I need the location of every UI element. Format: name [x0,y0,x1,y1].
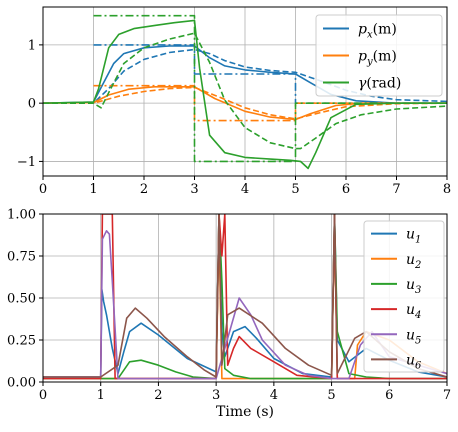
y-tick-label: 0.25 [7,334,36,349]
y-tick-label: −1 [17,155,36,170]
x-tick-label: 0 [39,388,47,403]
legend-label: py(m) [358,49,397,68]
x-tick-label: 6 [385,388,393,403]
series-line [93,14,447,163]
legend-label: γ(rad) [358,76,401,92]
x-tick-label: 1 [89,182,97,197]
x-tick-label: 7 [443,388,451,403]
x-tick-label: 6 [342,182,350,197]
series-line [43,86,447,120]
legend-label: u5 [406,327,421,346]
y-tick-label: 0.75 [7,250,36,265]
x-tick-label: 5 [291,182,299,197]
x-tick-label: 4 [270,388,278,403]
x-tick-label: 4 [241,182,249,197]
x-tick-label: 2 [140,182,148,197]
y-tick-label: 0.50 [7,292,36,307]
legend-label: px(m) [358,22,397,41]
x-tick-label: 3 [212,388,220,403]
legend: px(m) py(m) γ(rad) [315,14,443,97]
x-tick-label: 3 [190,182,198,197]
y-tick-label: 1 [28,38,36,53]
legend-label: u2 [406,252,421,271]
series-line [93,84,447,122]
chart-panel-2: 0 1 2 3 4 5 6 7 0.00 0.25 0.50 0.75 1.00 Time (s) u1 u2… [7,208,451,421]
x-tick-label: 8 [443,182,451,197]
series-line [43,214,447,378]
y-tick-label: 0.00 [7,376,36,391]
x-tick-label: 1 [97,388,105,403]
legend: u1 u2 u3 u4 u5 u6 [363,220,445,373]
y-tick-label: 1.00 [7,208,36,223]
series-line [93,44,447,104]
legend-box [315,14,443,97]
legend-label: u6 [406,352,422,371]
series-line [43,19,447,170]
legend-box [363,220,445,373]
x-axis-label: Time (s) [216,404,274,420]
x-tick-label: 5 [327,388,335,403]
series-line [43,214,447,380]
legend-label: u4 [406,302,421,321]
legend-label: u3 [406,277,421,296]
y-tick-label: 0 [28,97,36,112]
series-line [43,32,447,150]
legend-label: u1 [406,227,421,246]
x-tick-label: 0 [39,182,47,197]
x-tick-label: 2 [154,388,162,403]
x-tick-label: 7 [392,182,400,197]
